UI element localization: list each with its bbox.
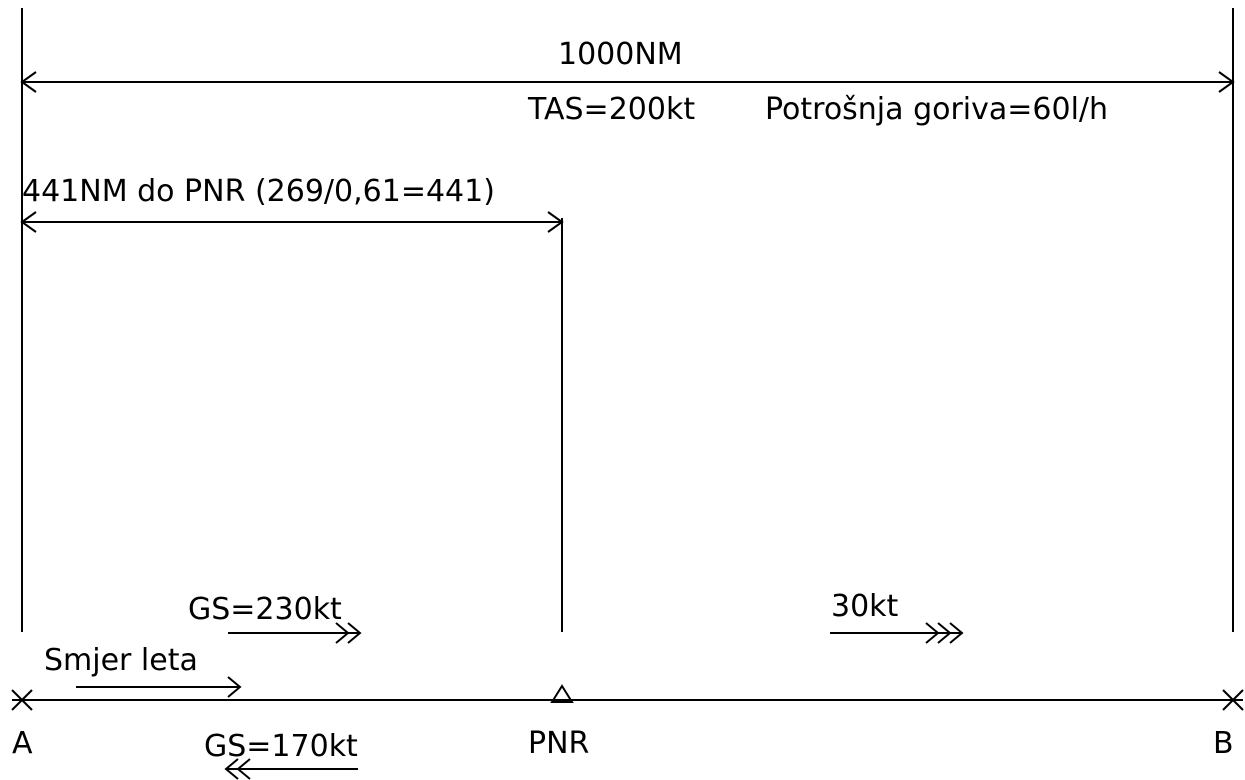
point-pnr-label: PNR [528, 726, 589, 761]
gs-back-arrow [224, 758, 358, 780]
point-a-label: A [12, 726, 33, 761]
pnr-distance-label: 441NM do PNR (269/0,61=441) [22, 174, 495, 209]
gs-back-label: GS=170kt [204, 729, 358, 764]
pnr-triangle-marker [550, 684, 574, 703]
tas-label: TAS=200kt [527, 92, 695, 127]
flight-direction-label: Smjer leta [44, 643, 198, 678]
total-distance-label: 1000NM [558, 37, 683, 72]
point-b-marker [1222, 689, 1244, 711]
gs-out-label: GS=230kt [188, 592, 342, 627]
point-a-marker [11, 689, 33, 711]
gs-out-arrow [228, 622, 362, 644]
flight-direction-arrow [76, 676, 242, 698]
pnr-distance-dimension [20, 211, 564, 233]
wind-arrow [830, 622, 964, 644]
point-b-label: B [1213, 726, 1234, 761]
wind-label: 30kt [831, 589, 899, 624]
fuel-consumption-label: Potrošnja goriva=60l/h [765, 92, 1108, 127]
total-distance-dimension [20, 71, 1235, 93]
